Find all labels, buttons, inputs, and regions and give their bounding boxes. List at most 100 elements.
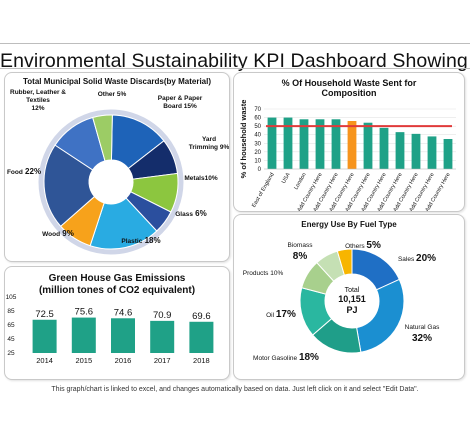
household-bar[interactable] — [395, 132, 405, 169]
household-bar[interactable] — [411, 133, 421, 169]
waste-card[interactable]: Total Municipal Solid Waste Discards(by … — [4, 72, 230, 262]
bar-value-label: 75.6 — [75, 307, 94, 318]
title-rule-top — [0, 43, 470, 44]
household-bar[interactable] — [315, 119, 325, 169]
y-tick-label: 30 — [254, 141, 261, 147]
slice-label-name: Rubber, Leather & — [10, 89, 66, 96]
slice-label-value: 15% — [184, 103, 197, 110]
y-tick-label: 25 — [7, 350, 15, 357]
x-tick-label: 2016 — [115, 356, 132, 365]
label-metals: Metals10% — [184, 175, 217, 182]
center-value: 10,151 — [338, 294, 366, 304]
household-bar[interactable] — [299, 119, 309, 169]
y-tick-label: 0 — [258, 167, 262, 173]
bar-value-label: 69.6 — [192, 311, 211, 322]
label-sales: Sales 20% — [398, 253, 436, 264]
label-wood: Wood 9% — [42, 229, 74, 238]
label-plastic: Plastic 18% — [121, 236, 160, 245]
slice-label-name: Glass 6% — [175, 209, 207, 218]
household-bar[interactable] — [331, 119, 341, 169]
slice-label-value: 10% — [205, 175, 218, 182]
ghg-bar[interactable] — [32, 319, 57, 353]
slice-others[interactable] — [336, 248, 353, 276]
energy-card[interactable]: Energy Use By Fuel Type Total 10,151 PJ Sal… — [233, 214, 465, 380]
ghg-bar[interactable] — [189, 321, 214, 353]
slice-label-name: Textiles — [26, 97, 50, 104]
slice-label-name: Trimming 9% — [189, 144, 229, 151]
ghg-bar-chart[interactable]: 25 45 65 85 105 72.5 2014 75.6 2015 74.6 2016 70.9 2… — [5, 267, 229, 379]
y-tick-label: 10 — [254, 158, 261, 164]
household-bar[interactable] — [363, 122, 373, 169]
slice-label-value: 18% — [142, 236, 160, 245]
slice-label-value: 22% — [23, 167, 41, 176]
household-card[interactable]: % Of Household Waste Sent for Compositio… — [233, 72, 465, 212]
household-bar[interactable] — [427, 136, 437, 169]
slice-label-name: Biomass — [288, 242, 314, 249]
x-tick-label: 2014 — [36, 356, 53, 365]
slice-label-name: Yard — [202, 136, 216, 143]
slice-label-value: 9% — [220, 144, 229, 151]
label-other: Other 5% — [98, 91, 127, 98]
title-rule-bottom — [0, 68, 470, 69]
y-tick-label: 45 — [7, 336, 15, 343]
donut-outer-ring — [38, 109, 184, 255]
household-bar[interactable] — [347, 121, 357, 169]
household-bar[interactable] — [443, 139, 453, 169]
ghg-bar[interactable] — [111, 318, 135, 353]
bar-value-label: 74.6 — [114, 307, 133, 318]
ghg-chart-subtitle: (million tones of CO2 equivalent) — [38, 285, 196, 296]
x-tick-label: London — [293, 172, 307, 191]
slice-label-value: 20% — [416, 253, 436, 264]
household-title-text: % Of Household Waste Sent for Compositio… — [281, 78, 417, 98]
bar-value-label: 70.9 — [153, 310, 172, 321]
energy-chart-title: Energy Use By Fuel Type — [301, 220, 397, 229]
slice-label-value: 17% — [276, 309, 296, 320]
slice-label-value: 8% — [293, 251, 308, 262]
slice-label-name: Others 5% — [345, 240, 381, 251]
slice-label-name: Products 10% — [243, 270, 284, 277]
slice-label-value: 18% — [299, 352, 319, 363]
slice-label-name: Paper & Paper — [158, 95, 203, 102]
slice-label-value: 9% — [60, 229, 74, 238]
y-tick-label: 65 — [7, 322, 15, 329]
slice-label-name: Wood 9% — [42, 229, 74, 238]
slice-label-name: Metals10% — [184, 175, 217, 182]
household-bar[interactable] — [283, 117, 293, 169]
slice-label-name: Oil 17% — [266, 309, 296, 320]
x-tick-label: 2017 — [154, 356, 171, 365]
slice-label-value: 12% — [31, 105, 44, 112]
label-natural-gas: Natural Gas 32% — [405, 324, 440, 344]
y-axis-label: % of household waste — [239, 100, 248, 179]
label-products: Products 10% — [243, 270, 284, 277]
waste-chart-title: Total Municipal Solid Waste Discards(by … — [22, 77, 212, 86]
household-bar[interactable] — [267, 117, 277, 169]
label-biomass: Biomass 8% — [288, 242, 314, 262]
y-tick-label: 105 — [6, 294, 17, 301]
y-tick-label: 50 — [254, 124, 261, 130]
ghg-bar[interactable] — [71, 317, 96, 353]
slice-label-name: Other 5% — [98, 91, 127, 98]
footer-note: This graph/chart is linked to excel, and… — [51, 386, 419, 393]
ghg-card[interactable]: Green House Gas Emissions (million tones… — [4, 266, 230, 380]
label-motor-gasoline: Motor Gasoline 18% — [253, 352, 319, 363]
slice-label-name: Board 15% — [163, 103, 197, 110]
y-tick-label: 70 — [254, 107, 261, 113]
slice-label-name: Plastic 18% — [121, 236, 160, 245]
y-tick-label: 20 — [254, 150, 261, 156]
household-bar[interactable] — [379, 127, 389, 169]
donut-hole — [326, 275, 378, 327]
y-tick-label: 40 — [254, 133, 261, 139]
dashboard-title: Environmental Sustainability KPI Dashboa… — [0, 50, 470, 72]
donut-hole — [89, 160, 133, 204]
slice-label-value: 5% — [366, 240, 381, 251]
ghg-bar[interactable] — [150, 320, 175, 353]
center-label: Total — [345, 287, 360, 294]
household-bar-chart[interactable]: 0 10 20 30 40 50 60 70 % of household wasteEast … — [234, 73, 464, 211]
slice-label-value: 32% — [412, 333, 432, 344]
slice-label-name: Natural Gas — [405, 324, 440, 331]
